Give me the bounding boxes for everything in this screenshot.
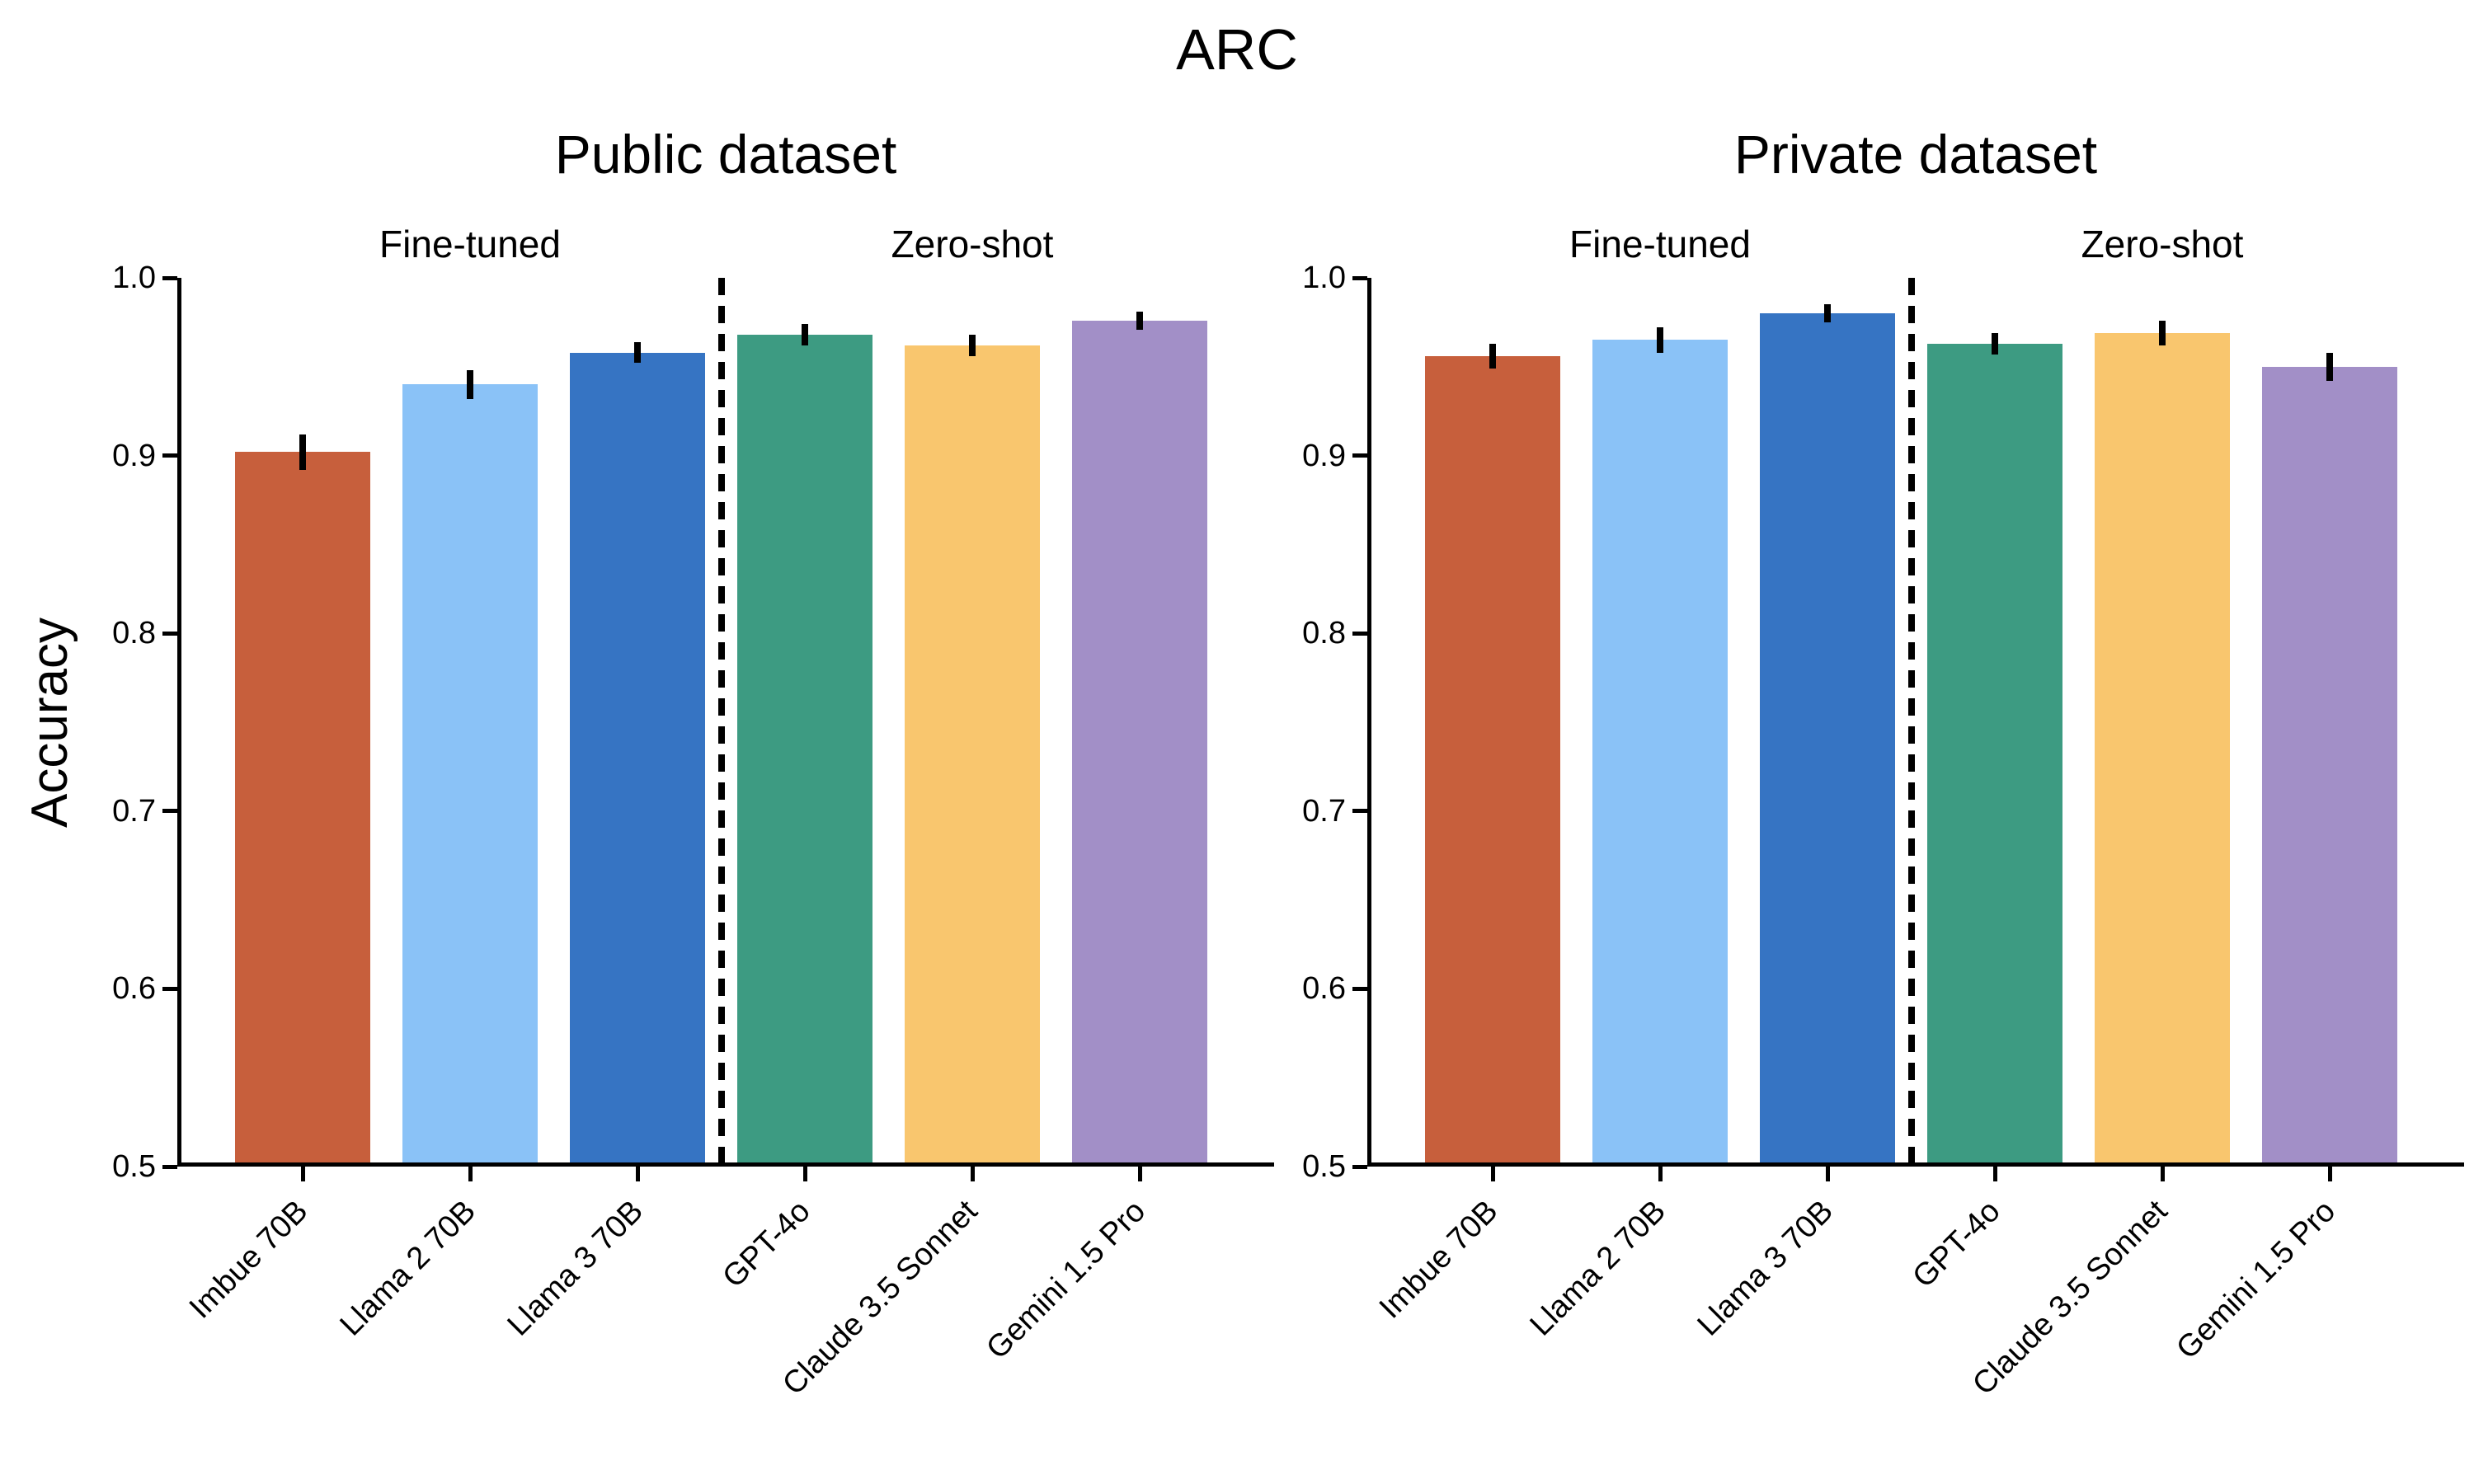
y-tick-label-0-6-private-dataset: 0.6 xyxy=(1302,971,1346,1007)
error-bar-llama-3-70b-public-dataset xyxy=(634,341,641,364)
y-tick-0-8-private-dataset xyxy=(1352,631,1367,636)
error-bar-llama-2-70b-private-dataset xyxy=(1657,327,1663,353)
y-tick-0-6-private-dataset xyxy=(1352,986,1367,991)
bar-gpt-4o-public-dataset xyxy=(737,334,872,1162)
error-bar-claude-3-5-sonnet-public-dataset xyxy=(969,334,976,356)
subplot-title-private-dataset: Private dataset xyxy=(1733,124,2098,185)
error-bar-imbue-70b-private-dataset xyxy=(1489,343,1496,369)
bar-llama-3-70b-public-dataset xyxy=(570,352,705,1162)
bar-gemini-1-5-pro-public-dataset xyxy=(1072,320,1207,1162)
y-tick-label-0-8-private-dataset: 0.8 xyxy=(1302,616,1346,651)
x-tick-label-gemini-1-5-pro-public-dataset: Gemini 1.5 Pro xyxy=(979,1194,1152,1366)
bar-llama-2-70b-public-dataset xyxy=(402,384,538,1162)
x-tick-label-llama-3-70b-public-dataset: Llama 3 70B xyxy=(501,1194,650,1343)
x-tick-claude-3-5-sonnet-private-dataset xyxy=(2160,1167,2165,1181)
bar-claude-3-5-sonnet-private-dataset xyxy=(2095,332,2230,1162)
error-bar-llama-2-70b-public-dataset xyxy=(467,370,473,399)
bar-llama-2-70b-private-dataset xyxy=(1592,340,1728,1162)
x-tick-label-imbue-70b-private-dataset: Imbue 70B xyxy=(1373,1194,1505,1326)
group-label-zero-shot: Zero-shot xyxy=(2081,223,2244,265)
plot-area-public-dataset xyxy=(177,278,1274,1167)
y-tick-label-1-0-public-dataset: 1.0 xyxy=(112,261,156,295)
x-tick-label-llama-2-70b-public-dataset: Llama 2 70B xyxy=(333,1194,482,1343)
x-tick-llama-3-70b-private-dataset xyxy=(1825,1167,1830,1181)
error-bar-gpt-4o-private-dataset xyxy=(1992,332,1998,355)
x-tick-llama-3-70b-public-dataset xyxy=(635,1167,640,1181)
y-tick-label-0-9-private-dataset: 0.9 xyxy=(1302,438,1346,473)
y-tick-label-0-8-public-dataset: 0.8 xyxy=(112,616,156,651)
plot-area-private-dataset xyxy=(1367,278,2464,1167)
y-tick-1-0-private-dataset xyxy=(1352,275,1367,280)
x-tick-gemini-1-5-pro-private-dataset xyxy=(2327,1167,2332,1181)
y-tick-label-0-9-public-dataset: 0.9 xyxy=(112,438,156,473)
x-tick-imbue-70b-public-dataset xyxy=(300,1167,305,1181)
x-tick-imbue-70b-private-dataset xyxy=(1490,1167,1495,1181)
y-tick-0-7-public-dataset xyxy=(162,809,177,814)
group-label-zero-shot: Zero-shot xyxy=(891,223,1054,265)
bar-imbue-70b-public-dataset xyxy=(235,452,370,1162)
x-tick-gpt-4o-private-dataset xyxy=(1992,1167,1997,1181)
bar-claude-3-5-sonnet-public-dataset xyxy=(905,345,1040,1162)
y-tick-label-1-0-private-dataset: 1.0 xyxy=(1302,261,1346,295)
y-tick-label-0-6-public-dataset: 0.6 xyxy=(112,971,156,1007)
y-tick-1-0-public-dataset xyxy=(162,275,177,280)
y-tick-label-0-5-private-dataset: 0.5 xyxy=(1302,1149,1346,1184)
group-separator-private-dataset xyxy=(1907,278,1915,1167)
y-tick-label-0-7-public-dataset: 0.7 xyxy=(112,793,156,829)
y-tick-0-6-public-dataset xyxy=(162,986,177,991)
bar-imbue-70b-private-dataset xyxy=(1425,355,1560,1162)
error-bar-imbue-70b-public-dataset xyxy=(299,434,306,470)
bar-gemini-1-5-pro-private-dataset xyxy=(2262,366,2397,1162)
y-tick-label-0-7-private-dataset: 0.7 xyxy=(1302,793,1346,829)
group-label-fine-tuned: Fine-tuned xyxy=(1569,223,1751,265)
y-axis-label-wrap: Accuracy xyxy=(15,278,84,1167)
x-tick-label-llama-2-70b-private-dataset: Llama 2 70B xyxy=(1523,1194,1672,1343)
figure-title: ARC xyxy=(1176,17,1298,82)
x-tick-llama-2-70b-public-dataset xyxy=(468,1167,473,1181)
error-bar-claude-3-5-sonnet-private-dataset xyxy=(2159,320,2166,345)
group-separator-public-dataset xyxy=(717,278,725,1167)
x-tick-claude-3-5-sonnet-public-dataset xyxy=(970,1167,975,1181)
error-bar-gemini-1-5-pro-private-dataset xyxy=(2326,352,2333,382)
x-tick-label-gpt-4o-private-dataset: GPT-4o xyxy=(1906,1194,2007,1295)
error-bar-gpt-4o-public-dataset xyxy=(802,324,808,345)
bar-gpt-4o-private-dataset xyxy=(1927,343,2062,1162)
bar-llama-3-70b-private-dataset xyxy=(1760,313,1895,1162)
x-tick-label-llama-3-70b-private-dataset: Llama 3 70B xyxy=(1691,1194,1840,1343)
x-tick-label-gemini-1-5-pro-private-dataset: Gemini 1.5 Pro xyxy=(2169,1194,2342,1366)
subplot-title-public-dataset: Public dataset xyxy=(554,124,897,185)
y-tick-0-7-private-dataset xyxy=(1352,809,1367,814)
x-tick-label-imbue-70b-public-dataset: Imbue 70B xyxy=(183,1194,315,1326)
y-tick-0-9-private-dataset xyxy=(1352,453,1367,458)
group-label-fine-tuned: Fine-tuned xyxy=(379,223,561,265)
y-tick-0-5-public-dataset xyxy=(162,1164,177,1169)
x-tick-llama-2-70b-private-dataset xyxy=(1658,1167,1663,1181)
y-tick-0-8-public-dataset xyxy=(162,631,177,636)
y-tick-label-0-5-public-dataset: 0.5 xyxy=(112,1149,156,1184)
error-bar-gemini-1-5-pro-public-dataset xyxy=(1136,311,1143,330)
error-bar-llama-3-70b-private-dataset xyxy=(1824,304,1831,322)
y-tick-0-5-private-dataset xyxy=(1352,1164,1367,1169)
y-tick-0-9-public-dataset xyxy=(162,453,177,458)
x-tick-gemini-1-5-pro-public-dataset xyxy=(1137,1167,1142,1181)
x-tick-gpt-4o-public-dataset xyxy=(802,1167,807,1181)
x-tick-label-gpt-4o-public-dataset: GPT-4o xyxy=(716,1194,817,1295)
